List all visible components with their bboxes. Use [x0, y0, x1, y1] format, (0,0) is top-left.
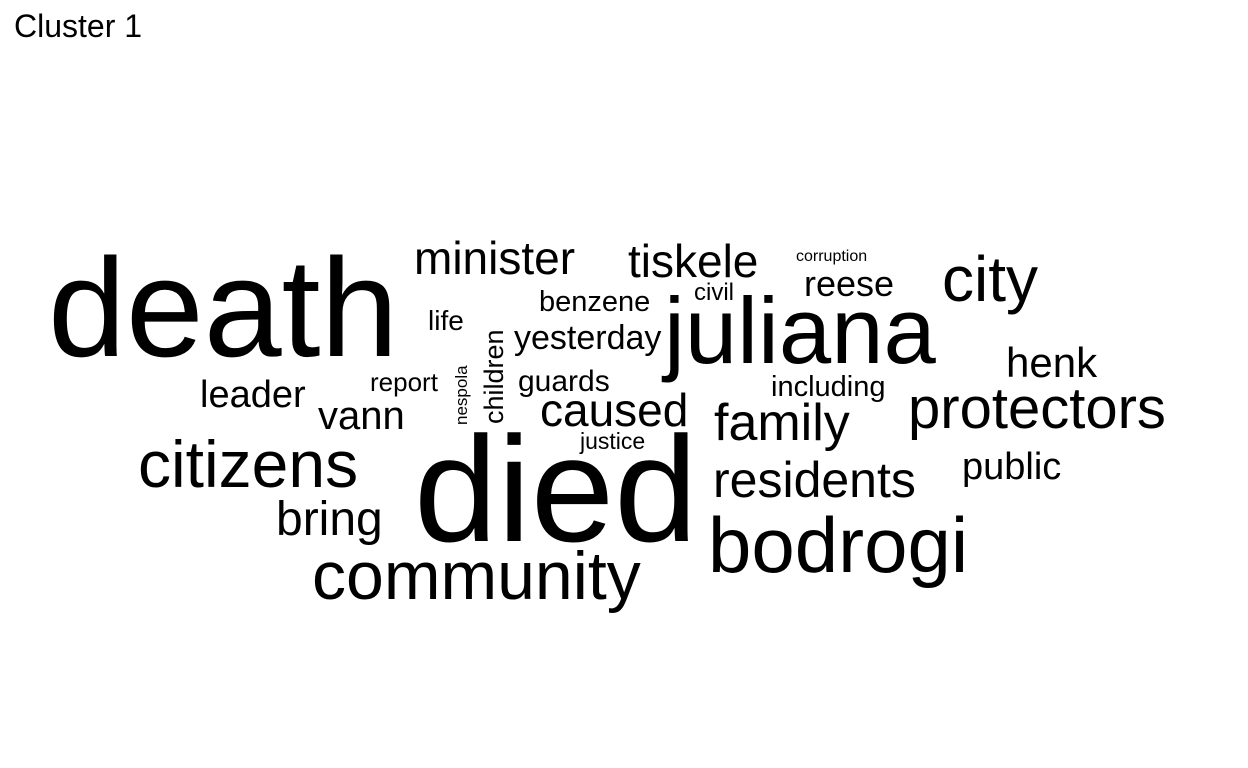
word-leader: leader: [200, 374, 306, 416]
word-benzene: benzene: [539, 286, 651, 318]
chart-title: Cluster 1: [14, 8, 143, 44]
word-nespola: nespola: [452, 365, 471, 425]
word-corruption: corruption: [796, 248, 868, 265]
word-public: public: [962, 446, 1062, 488]
word-vann: vann: [318, 394, 405, 438]
word-caused: caused: [540, 384, 689, 436]
word-bodrogi: bodrogi: [708, 501, 969, 589]
word-citizens: citizens: [138, 427, 359, 501]
word-died: died: [414, 405, 698, 573]
word-yesterday: yesterday: [514, 319, 662, 357]
word-henk: henk: [1006, 339, 1098, 386]
word-juliana: juliana: [664, 278, 936, 383]
word-minister: minister: [414, 232, 576, 284]
word-guards: guards: [518, 365, 610, 398]
word-residents: residents: [713, 452, 916, 508]
word-report: report: [370, 367, 438, 397]
word-protectors: protectors: [908, 376, 1166, 441]
word-family: family: [714, 394, 850, 452]
word-reese: reese: [804, 263, 895, 304]
word-civil: civil: [694, 279, 734, 306]
word-children: children: [479, 329, 509, 424]
word-death: death: [48, 229, 399, 386]
word-community: community: [312, 538, 641, 614]
word-justice: justice: [580, 428, 646, 454]
word-tiskele: tiskele: [628, 235, 759, 287]
word-city: city: [942, 243, 1038, 315]
word-bring: bring: [276, 493, 383, 546]
word-life: life: [428, 305, 464, 336]
word-including: including: [771, 371, 886, 403]
